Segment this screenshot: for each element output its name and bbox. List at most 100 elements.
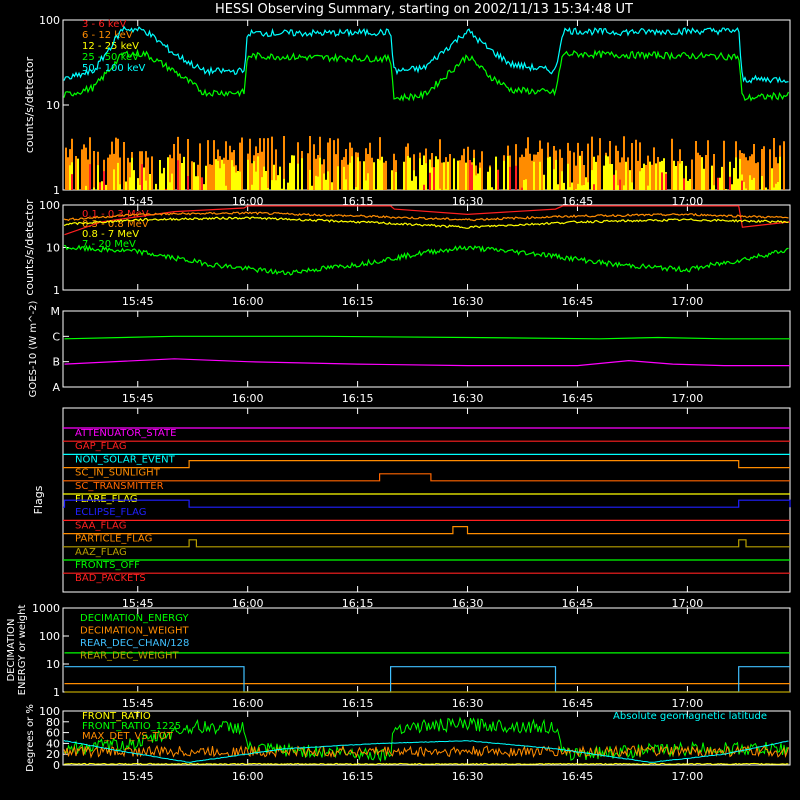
flag-label-attenuator_state: ATTENUATOR_STATE — [75, 428, 176, 439]
panel-ratio-xtick-label: 16:00 — [232, 770, 264, 783]
panel-decimation-xtick-label: 15:45 — [122, 697, 154, 710]
panel-high-series-line — [63, 211, 789, 222]
panel-high-xtick-label: 15:45 — [122, 295, 154, 308]
panel-goes-series-line — [64, 358, 790, 367]
panel-decimation-series-line — [64, 666, 790, 693]
panel-decimation-ytick-label: 1 — [53, 686, 60, 699]
flag-label-sc_in_sunlight: SC_IN_SUNLIGHT — [75, 468, 161, 479]
panel-decimation-legend-0: DECIMATION_ENERGY — [80, 613, 189, 624]
panel-decimation-xtick-label: 16:00 — [232, 697, 264, 710]
panel-ratio-xtick-label: 16:45 — [562, 770, 594, 783]
panel-ratio-legend-2: MAX_DET_VS_TOT — [82, 731, 174, 742]
panel-decimation-xtick-label: 16:30 — [452, 697, 484, 710]
panel-decimation-ytick-label: 1000 — [32, 602, 60, 615]
panel-goes-ytick-label: B — [52, 356, 60, 369]
panel-decimation-ylabel-1: DECIMATION — [6, 618, 17, 681]
panel-high-xtick-label: 16:00 — [232, 295, 264, 308]
panel-decimation-ytick-label: 100 — [39, 630, 60, 643]
panel-ratio-series-line — [63, 744, 789, 759]
flag-label-sc_transmitter: SC_TRANSMITTER — [75, 481, 164, 492]
flag-line-particle_flag — [63, 526, 790, 535]
panel-goes-frame — [62, 310, 791, 388]
panel-low-ytick-label: 100 — [39, 14, 60, 27]
flag-line-sc_transmitter — [63, 473, 790, 482]
panel-ratio-series-line — [63, 762, 789, 766]
panel-ratio-series-line — [63, 716, 789, 763]
chart-title: HESSI Observing Summary, starting on 200… — [215, 2, 633, 17]
panel-decimation-legend-3: REAR_DEC_WEIGHT — [80, 651, 179, 662]
panel-goes-ylabel: GOES-10 (W m^-2) — [28, 301, 39, 398]
panel-ratio-ytick-label: 80 — [46, 716, 60, 729]
panel-high-legend-0: 0.1 - 0.3 MeV — [82, 209, 149, 220]
panel-low-ylabel: counts/s/detector — [23, 56, 36, 153]
panel-ratio-ytick-label: 20 — [46, 748, 60, 761]
panel-ratio-series-line — [63, 739, 789, 763]
panel-goes-ytick-label: A — [52, 381, 60, 394]
panel-high-xtick-label: 16:45 — [562, 295, 594, 308]
panel-high-ytick-label: 10 — [46, 242, 60, 255]
panel-low-legend-0: 3 - 6 keV — [82, 19, 126, 30]
panel-flags-xtick-label: 16:30 — [452, 597, 484, 610]
panel-ratio-xtick-label: 16:15 — [342, 770, 374, 783]
panel-flags-xtick-label: 15:45 — [122, 597, 154, 610]
panel-low-legend-1: 6 - 12 keV — [82, 30, 133, 41]
panel-decimation-xtick-label: 16:45 — [562, 697, 594, 710]
panel-flags-xtick-label: 16:15 — [342, 597, 374, 610]
flag-label-saa_flag: SAA_FLAG — [75, 520, 126, 531]
panel-goes-xtick-label: 16:15 — [342, 392, 374, 405]
panel-ratio-frame — [62, 710, 791, 766]
panel-decimation-ytick-label: 10 — [46, 658, 60, 671]
panel-high-series-line — [64, 205, 791, 236]
panel-ratio-ytick-label: 40 — [46, 737, 60, 750]
panel-goes-ytick-label: C — [52, 330, 60, 343]
panel-goes-series-line — [64, 335, 790, 340]
panel-decimation-legend-1: DECIMATION_WEIGHT — [80, 626, 189, 637]
panel-low-series-3-6-keV — [71, 160, 743, 190]
panel-ratio-ytick-label: 100 — [39, 705, 60, 718]
panel-high-legend-3: 7 - 20 MeV — [82, 239, 136, 250]
flag-label-fronts_off: FRONTS_OFF — [75, 560, 140, 571]
flag-line-aaz_flag — [63, 539, 790, 548]
panel-ratio-xtick-label: 16:30 — [452, 770, 484, 783]
flag-label-eclipse_flag: ECLIPSE_FLAG — [75, 507, 146, 518]
panel-high-legend-1: 0.3 - 0.8 MeV — [82, 219, 149, 230]
panel-high-ytick-label: 100 — [39, 199, 60, 212]
panel-goes-xtick-label: 16:45 — [562, 392, 594, 405]
panel-goes-xtick-label: 15:45 — [122, 392, 154, 405]
flag-label-gap_flag: GAP_FLAG — [75, 441, 127, 452]
panel-high-ytick-label: 1 — [53, 284, 60, 297]
panel-goes-xtick-label: 17:00 — [672, 392, 704, 405]
flag-line-sc_in_sunlight — [63, 460, 790, 469]
panel-ratio-annotation: Absolute geomagnetic latitude — [613, 711, 767, 722]
panel-high-xtick-label: 17:00 — [672, 295, 704, 308]
panel-low-series-line — [63, 25, 789, 84]
panel-goes-ytick-label: M — [51, 305, 61, 318]
panel-low-legend-4: 50 - 100 keV — [82, 63, 146, 74]
panel-ratio-ytick-label: 0 — [53, 759, 60, 772]
flag-label-non_solar_event: NON_SOLAR_EVENT — [75, 454, 176, 465]
panel-decimation-xtick-label: 17:00 — [672, 697, 704, 710]
panel-high-xtick-label: 16:30 — [452, 295, 484, 308]
panel-high-series-line — [63, 216, 789, 229]
flag-label-flare_flag: FLARE_FLAG — [75, 494, 138, 505]
flag-label-aaz_flag: AAZ_FLAG — [75, 547, 127, 558]
panel-high-legend-2: 0.8 - 7 MeV — [82, 229, 139, 240]
panel-ratio-legend-1: FRONT_RATIO_1225 — [82, 721, 181, 732]
flag-label-particle_flag: PARTICLE_FLAG — [75, 534, 152, 545]
panel-ratio-xtick-label: 17:00 — [672, 770, 704, 783]
panel-goes-xtick-label: 16:30 — [452, 392, 484, 405]
panel-flags-xtick-label: 17:00 — [672, 597, 704, 610]
flag-label-bad_packets: BAD_PACKETS — [75, 573, 146, 584]
flag-line-eclipse_flag — [63, 499, 791, 508]
panel-high-xtick-label: 16:15 — [342, 295, 374, 308]
panel-high-series-line — [63, 244, 789, 276]
panel-ratio-ylabel: Degrees or % — [25, 704, 36, 772]
panel-high-ylabel: counts/s/detector — [23, 199, 36, 296]
panel-low-ytick-label: 1 — [53, 184, 60, 197]
panel-decimation-legend-2: REAR_DEC_CHAN/128 — [80, 638, 189, 649]
panel-decimation-ylabel-2: ENERGY or weight — [17, 605, 28, 696]
panel-goes-xtick-label: 16:00 — [232, 392, 264, 405]
panel-flags-ylabel: Flags — [32, 485, 45, 514]
panel-ratio-xtick-label: 15:45 — [122, 770, 154, 783]
